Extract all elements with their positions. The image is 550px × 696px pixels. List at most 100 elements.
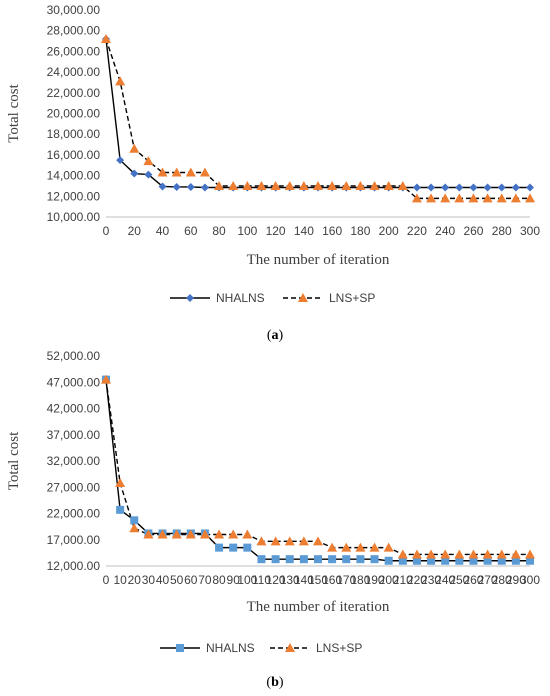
series-line-nhalns: [105, 38, 530, 189]
legend-marker: [186, 294, 194, 302]
data-point-nhalns: [158, 182, 167, 191]
data-point-nhalns: [314, 555, 322, 564]
x-tick-label: 30: [142, 573, 156, 587]
x-tick-label: 80: [212, 224, 226, 238]
data-point-lns-sp: [284, 180, 295, 190]
x-tick-label: 0: [103, 573, 110, 587]
x-tick-label: 130: [280, 573, 300, 587]
data-point-lns-sp: [115, 76, 126, 86]
x-tick-label: 250: [449, 573, 469, 587]
x-axis-title: The number of iteration: [247, 252, 390, 268]
data-point-nhalns: [144, 170, 153, 179]
data-point-lns-sp: [199, 167, 210, 177]
data-point-nhalns: [243, 543, 252, 552]
data-point-lns-sp: [256, 536, 267, 546]
y-tick-label: 22,000.00: [47, 507, 101, 521]
data-point-nhalns: [398, 556, 407, 565]
x-tick-label: 40: [156, 224, 170, 238]
y-tick-label: 17,000.00: [47, 533, 101, 547]
data-point-lns-sp: [482, 549, 493, 559]
caption-letter: a: [272, 328, 279, 343]
data-point-lns-sp: [369, 542, 380, 552]
x-tick-label: 280: [492, 224, 512, 238]
y-tick-label: 47,000.00: [47, 375, 101, 389]
data-point-nhalns: [186, 182, 195, 191]
data-point-lns-sp: [284, 536, 295, 546]
data-point-nhalns: [285, 555, 294, 564]
x-tick-label: 300: [520, 224, 540, 238]
data-point-nhalns: [483, 183, 492, 192]
x-tick-label: 80: [212, 573, 226, 587]
data-point-lns-sp: [397, 549, 408, 559]
data-point-lns-sp: [256, 180, 267, 190]
data-point-lns-sp: [228, 529, 239, 539]
y-tick-label: 18,000.00: [47, 127, 101, 141]
y-tick-label: 10,000.00: [47, 210, 101, 224]
data-point-nhalns: [412, 183, 421, 192]
y-tick-label: 42,000.00: [47, 402, 101, 416]
legend-label: NHALNS: [216, 291, 265, 305]
x-tick-label: 100: [237, 224, 257, 238]
data-point-lns-sp: [101, 33, 111, 43]
legend-marker: [298, 293, 308, 302]
figure-caption: (a): [267, 328, 284, 343]
data-point-nhalns: [427, 183, 436, 192]
data-point-lns-sp: [355, 542, 366, 552]
data-point-lns-sp: [454, 193, 465, 203]
data-point-lns-sp: [468, 193, 479, 203]
x-tick-label: 220: [407, 224, 427, 238]
y-tick-label: 20,000.00: [47, 107, 101, 121]
data-point-lns-sp: [454, 549, 465, 559]
x-tick-label: 220: [407, 573, 427, 587]
data-point-nhalns: [328, 555, 337, 564]
data-point-nhalns: [455, 183, 464, 192]
data-point-lns-sp: [171, 529, 182, 539]
x-tick-label: 140: [294, 224, 314, 238]
data-point-lns-sp: [341, 542, 352, 552]
data-point-lns-sp: [510, 549, 521, 559]
x-tick-label: 100: [237, 573, 257, 587]
x-tick-label: 260: [463, 573, 483, 587]
data-point-lns-sp: [510, 193, 521, 203]
data-point-nhalns: [497, 556, 506, 565]
data-point-lns-sp: [496, 193, 507, 203]
data-point-lns-sp: [171, 167, 182, 177]
data-point-lns-sp: [242, 529, 253, 539]
series-line-lns-sp: [105, 38, 530, 200]
x-tick-label: 300: [520, 573, 540, 587]
x-tick-label: 90: [227, 573, 241, 587]
data-point-lns-sp: [482, 193, 493, 203]
x-tick-label: 240: [435, 224, 455, 238]
data-point-lns-sp: [298, 536, 309, 546]
data-point-lns-sp: [270, 536, 281, 546]
data-point-nhalns: [215, 543, 224, 552]
data-point-lns-sp: [369, 180, 380, 190]
data-point-lns-sp: [496, 549, 507, 559]
y-tick-label: 12,000.00: [47, 559, 101, 573]
y-tick-label: 37,000.00: [47, 428, 101, 442]
chart-a: 10,000.00 12,000.00 14,000.00 16,000.00 18,0…: [6, 3, 540, 343]
data-point-nhalns: [483, 556, 492, 565]
data-point-lns-sp: [313, 536, 323, 546]
data-point-nhalns: [526, 556, 534, 565]
x-tick-label: 20: [128, 224, 142, 238]
x-tick-label: 230: [421, 573, 441, 587]
y-tick-label: 14,000.00: [47, 169, 101, 183]
x-tick-label: 120: [266, 573, 286, 587]
data-point-lns-sp: [214, 529, 225, 539]
data-point-lns-sp: [270, 180, 281, 190]
x-tick-label: 110: [252, 573, 271, 587]
caption-letter: b: [271, 675, 279, 690]
data-point-nhalns: [384, 556, 393, 565]
x-tick-label: 40: [156, 573, 170, 587]
data-point-lns-sp: [411, 193, 422, 203]
data-point-lns-sp: [341, 180, 352, 190]
data-point-lns-sp: [313, 180, 323, 190]
x-tick-label: 170: [336, 573, 356, 587]
data-point-lns-sp: [298, 180, 309, 190]
x-tick-label: 180: [350, 224, 370, 238]
data-point-lns-sp: [397, 180, 408, 190]
data-point-lns-sp: [199, 529, 210, 539]
x-tick-label: 70: [198, 573, 212, 587]
data-point-lns-sp: [525, 549, 535, 559]
